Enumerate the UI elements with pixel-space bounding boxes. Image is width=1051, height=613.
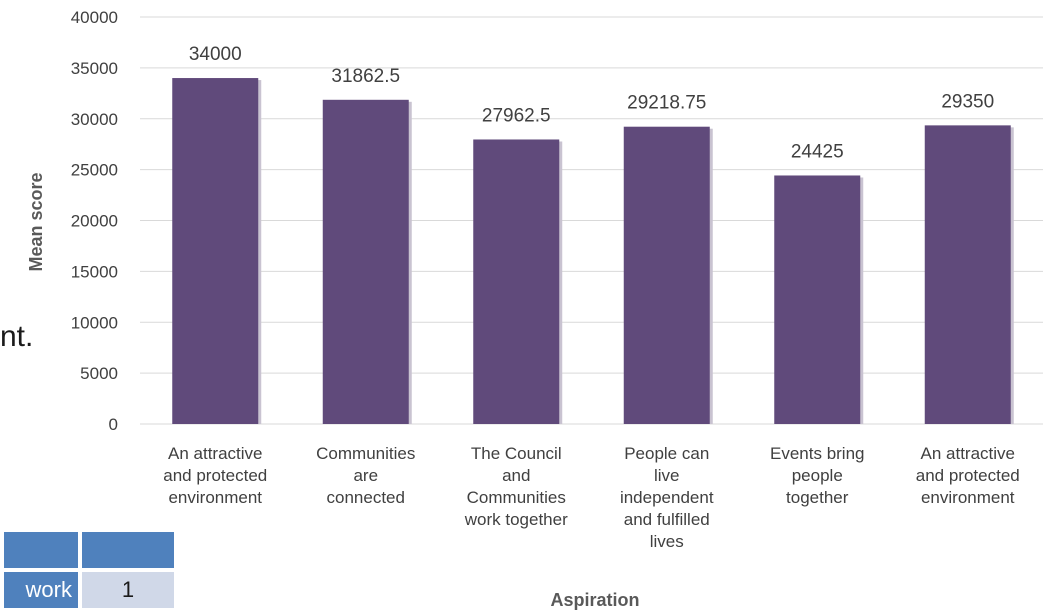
bar <box>473 139 560 424</box>
y-tick-label: 30000 <box>71 110 118 129</box>
data-label: 24425 <box>791 141 844 162</box>
data-label: 27962.5 <box>482 105 551 126</box>
y-tick-label: 25000 <box>71 161 118 180</box>
x-axis-categories: An attractive and protected environment Com… <box>163 444 1019 551</box>
y-tick-label: 0 <box>109 415 118 434</box>
x-tick-label-line: and protected <box>916 466 1020 485</box>
x-tick-label-line: are <box>353 466 378 485</box>
x-tick-label-line: lives <box>650 532 684 551</box>
x-tick-label: People can live independent and fulfilled li… <box>620 444 714 551</box>
bar <box>774 175 861 424</box>
table-header-cell <box>82 532 174 568</box>
bar <box>623 126 710 424</box>
x-tick-label: An attractive and protected environment <box>916 444 1020 507</box>
data-label: 34000 <box>189 44 242 65</box>
bar <box>172 78 259 425</box>
gridlines <box>140 16 1043 425</box>
x-tick-label-line: and fulfilled <box>624 510 710 529</box>
data-label: 29218.75 <box>627 93 706 114</box>
x-tick-label-line: together <box>786 488 849 507</box>
x-tick-label-line: people <box>792 466 843 485</box>
x-tick-label-line: An attractive <box>921 444 1016 463</box>
x-axis-title: Aspiration <box>550 590 639 610</box>
x-tick-label-line: independent <box>620 488 714 507</box>
y-axis-title: Mean score <box>26 172 46 271</box>
x-tick-label-line: and <box>502 466 530 485</box>
table-cell-label: work <box>4 572 78 608</box>
x-tick-label-line: work together <box>464 510 568 529</box>
table-header-row <box>4 532 174 568</box>
y-tick-label: 10000 <box>71 313 118 332</box>
table-row: work 1 <box>4 572 174 608</box>
x-tick-label-line: Events bring <box>770 444 865 463</box>
data-labels: 34000 31862.5 27962.5 29218.75 24425 29350 <box>189 44 994 162</box>
y-axis-ticks: 0 5000 10000 15000 20000 25000 30000 35000 40000 <box>71 8 118 434</box>
x-tick-label-line: Communities <box>316 444 415 463</box>
background-text-fragment: nt. <box>0 320 34 353</box>
y-tick-label: 35000 <box>71 59 118 78</box>
background-table: work 1 <box>0 528 178 612</box>
data-label: 29350 <box>941 91 994 112</box>
x-tick-label-line: Communities <box>467 488 566 507</box>
table-cell-value: 1 <box>82 572 174 608</box>
x-tick-label-line: People can <box>624 444 709 463</box>
x-tick-label: Events bring people together <box>770 444 865 507</box>
y-tick-label: 20000 <box>71 212 118 231</box>
bars <box>172 78 1014 425</box>
x-tick-label-line: connected <box>327 488 405 507</box>
x-tick-label: The Council and Communities work together <box>464 444 568 529</box>
x-tick-label: An attractive and protected environment <box>163 444 267 507</box>
y-tick-label: 5000 <box>80 364 118 383</box>
x-tick-label-line: environment <box>921 488 1015 507</box>
x-tick-label-line: and protected <box>163 466 267 485</box>
y-tick-label: 40000 <box>71 8 118 27</box>
x-tick-label-line: live <box>654 466 680 485</box>
bar <box>924 125 1011 425</box>
table-header-cell <box>4 532 78 568</box>
x-tick-label: Communities are connected <box>316 444 415 507</box>
x-tick-label-line: The Council <box>471 444 562 463</box>
bar <box>322 99 409 424</box>
x-tick-label-line: environment <box>168 488 262 507</box>
y-tick-label: 15000 <box>71 262 118 281</box>
x-tick-label-line: An attractive <box>168 444 263 463</box>
data-label: 31862.5 <box>331 66 400 87</box>
